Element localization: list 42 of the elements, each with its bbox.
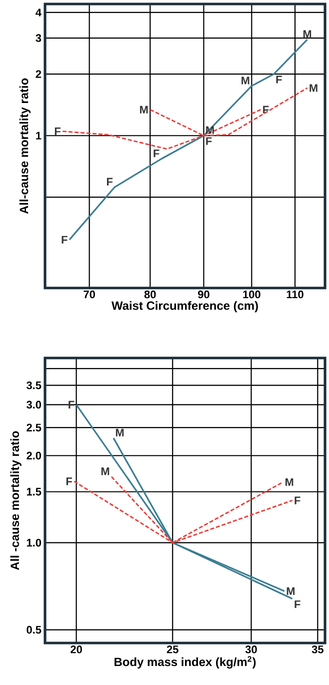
annotation: M — [286, 587, 294, 595]
annotation: F — [154, 150, 160, 158]
annotation: F — [294, 600, 300, 608]
y-tick-label: 1 — [36, 132, 42, 140]
x-tick-label: 70 — [84, 290, 95, 298]
y-axis-title: All-cause mortality ratio — [19, 78, 31, 214]
x-tick-label: 30 — [245, 646, 257, 654]
y-tick-label: 1.0 — [26, 538, 42, 547]
x-tick-label: 100 — [243, 290, 260, 298]
annotation: M — [140, 106, 148, 114]
annotation: M — [303, 30, 312, 38]
y-tick-label: 3 — [36, 34, 42, 42]
annotation: F — [54, 128, 60, 136]
x-tick-label: 20 — [70, 646, 82, 654]
annotation: F — [66, 478, 72, 486]
x-axis-title: Body mass index (kg/m$^{2}$) — [114, 656, 256, 669]
y-axis-title: All -cause mortality ratio — [10, 431, 22, 570]
x-tick-label: 80 — [144, 290, 156, 298]
annotation: F — [206, 137, 212, 145]
annotation: M — [310, 84, 318, 92]
x-tick-label: 35 — [312, 646, 324, 654]
y-tick-label: 2.5 — [26, 424, 42, 432]
y-tick-label: 2 — [36, 70, 42, 78]
annotation: F — [276, 76, 282, 84]
x-tick-label: 90 — [198, 290, 210, 298]
annotation: F — [62, 236, 68, 244]
annotation: F — [106, 178, 113, 186]
y-tick-label: 3.5 — [26, 381, 42, 390]
y-tick-label: 3.0 — [26, 400, 42, 409]
annotation: F — [263, 106, 269, 114]
annotation: M — [285, 478, 294, 486]
y-tick-label: 2.0 — [26, 452, 42, 460]
x-axis-title: Waist Circumference (cm) — [112, 301, 258, 312]
y-tick-label: 1.5 — [26, 488, 42, 496]
annotation: F — [294, 496, 300, 504]
annotation: M — [116, 428, 124, 436]
annotation: M — [101, 468, 110, 476]
annotation: M — [242, 76, 250, 84]
y-tick-label: 4 — [36, 8, 42, 16]
x-tick-label: 110 — [286, 290, 304, 298]
y-tick-label: 0.5 — [26, 626, 42, 634]
x-tick-label: 25 — [166, 646, 178, 654]
